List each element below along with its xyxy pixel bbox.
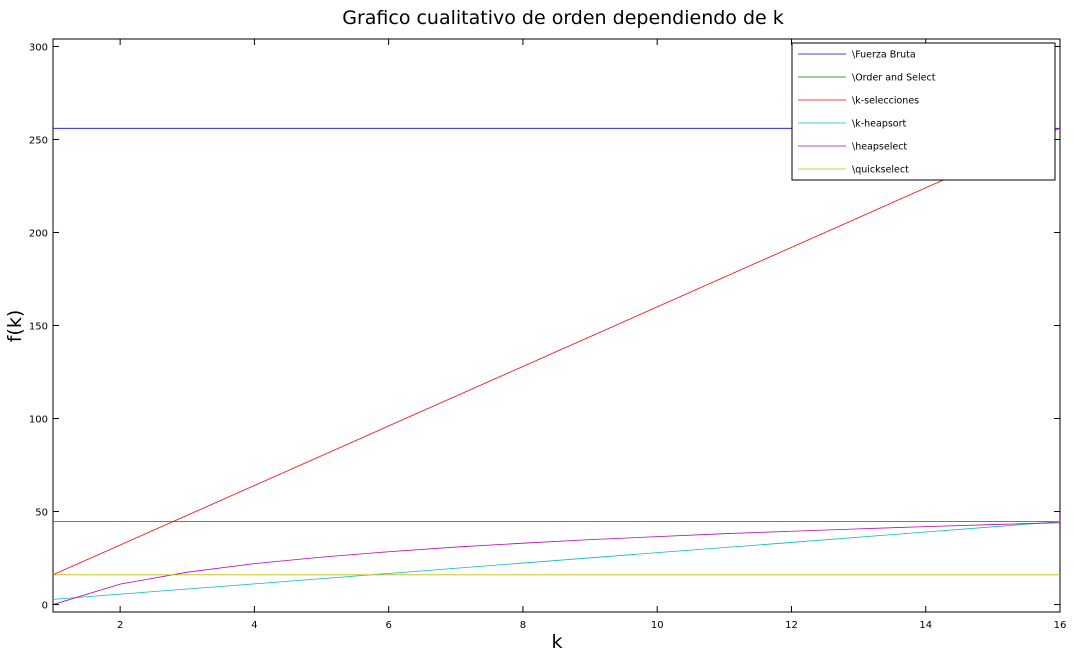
y-axis-label: f(k) (4, 310, 26, 343)
legend-label: \Order and Select (852, 73, 936, 84)
x-tick-label: 14 (919, 620, 932, 631)
series-line (52, 522, 1061, 605)
tick-layer: 2 4 6 8 10 12 14 16 0 50 100 150 200 250 300 (29, 39, 1066, 631)
y-tick-label: 50 (35, 508, 48, 519)
y-tick-label: 200 (29, 228, 48, 239)
x-tick-label: 8 (520, 620, 526, 631)
y-tick-label: 250 (29, 135, 48, 146)
x-tick-label: 16 (1054, 620, 1067, 631)
x-tick-label: 4 (251, 620, 257, 631)
legend: \Fuerza Bruta \Order and Select \k-selecci… (791, 42, 1056, 181)
legend-label: \quickselect (852, 165, 909, 176)
x-tick-label: 6 (385, 620, 391, 631)
x-axis-label: k (551, 631, 562, 653)
legend-label: \k-heapsort (852, 119, 907, 130)
y-tick-label: 0 (42, 601, 48, 612)
legend-label: \k-selecciones (852, 96, 919, 107)
series-layer (52, 127, 1061, 605)
y-tick-label: 100 (29, 415, 48, 426)
series-line (52, 127, 1061, 576)
y-tick-label: 150 (29, 322, 48, 333)
legend-label: \Fuerza Bruta (852, 50, 916, 61)
x-tick-label: 10 (651, 620, 664, 631)
x-tick-label: 12 (785, 620, 798, 631)
legend-label: \heapselect (852, 142, 907, 153)
chart-title: Grafico cualitativo de orden dependiendo… (342, 7, 784, 29)
legend-box (791, 42, 1056, 181)
y-tick-label: 300 (29, 42, 48, 53)
series-line (52, 521, 1061, 600)
x-tick-label: 2 (117, 620, 123, 631)
